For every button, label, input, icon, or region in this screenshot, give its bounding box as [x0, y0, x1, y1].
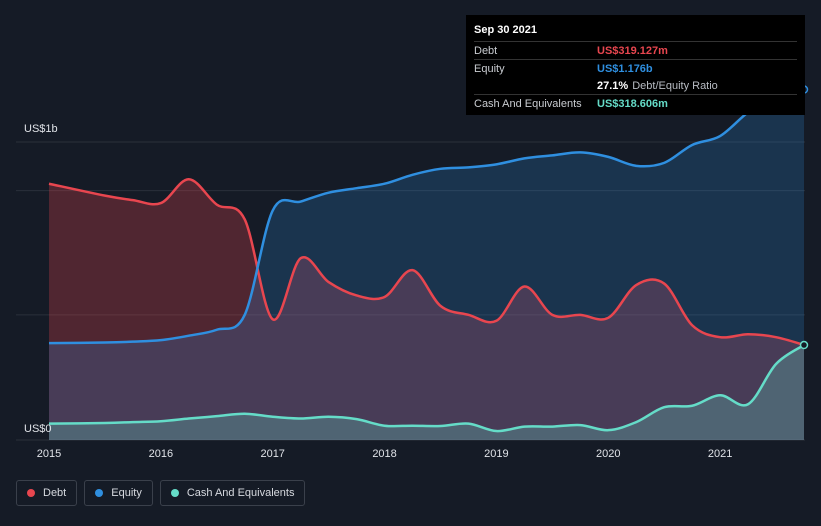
- debt-line: [48, 177, 805, 347]
- equity-dot-icon: [95, 489, 104, 497]
- y-axis-ticks: US$1b US$0: [24, 123, 58, 435]
- x-tick-label: 2016: [149, 448, 173, 460]
- equity-area: [49, 89, 804, 440]
- tooltip-equity-value: US$1.176b: [597, 62, 653, 75]
- tooltip-debt-label: Debt: [474, 44, 498, 57]
- y-tick-label: US$1b: [24, 123, 58, 135]
- cash-area: [49, 345, 804, 440]
- x-tick-label: 2015: [37, 448, 61, 460]
- legend-item-cash[interactable]: Cash And Equivalents: [159, 480, 306, 506]
- gridlines: [16, 141, 805, 441]
- tooltip-ratio-value: 27.1%: [597, 79, 629, 92]
- tooltip-cash-label: Cash And Equivalents: [474, 97, 582, 110]
- series-areas: [49, 89, 804, 440]
- tooltip-date: Sep 30 2021: [474, 24, 537, 36]
- cash-end-marker: [799, 340, 809, 350]
- x-axis-ticks: 2015 2016 2017 2018 2019 2020 2021: [37, 448, 733, 460]
- debt-area: [49, 179, 804, 440]
- x-tick-label: 2018: [372, 448, 396, 460]
- cash-dot-icon: [170, 489, 179, 497]
- legend: Debt Equity Cash And Equivalents: [16, 480, 306, 506]
- tooltip-cash-value: US$318.606m: [597, 97, 668, 110]
- tooltip-row-debt: Debt US$319.127m: [474, 41, 797, 59]
- tooltip-debt-value: US$319.127m: [597, 44, 668, 57]
- x-tick-label: 2017: [260, 448, 284, 460]
- legend-item-equity[interactable]: Equity: [84, 480, 153, 506]
- legend-item-debt[interactable]: Debt: [16, 480, 78, 506]
- cash-line: [48, 343, 805, 433]
- tooltip-row-equity: Equity US$1.176b: [474, 59, 797, 77]
- tooltip-panel: Sep 30 2021 Debt US$319.127m Equity US$1…: [466, 15, 805, 115]
- y-tick-label: US$0: [24, 423, 52, 435]
- x-tick-label: 2019: [484, 448, 508, 460]
- tooltip-ratio-label: Debt/Equity Ratio: [632, 79, 718, 92]
- tooltip-equity-label: Equity: [474, 62, 505, 75]
- legend-debt-label: Debt: [43, 487, 67, 499]
- equity-line: [48, 88, 805, 345]
- tooltip-row-ratio: 27.1% Debt/Equity Ratio: [474, 77, 797, 94]
- tooltip-row-cash: Cash And Equivalents US$318.606m: [474, 94, 797, 112]
- series-lines: [48, 88, 805, 433]
- debt-dot-icon: [27, 489, 35, 497]
- legend-equity-label: Equity: [111, 487, 142, 499]
- x-tick-label: 2021: [708, 448, 732, 460]
- legend-cash-label: Cash And Equivalents: [186, 487, 295, 499]
- x-tick-label: 2020: [596, 448, 620, 460]
